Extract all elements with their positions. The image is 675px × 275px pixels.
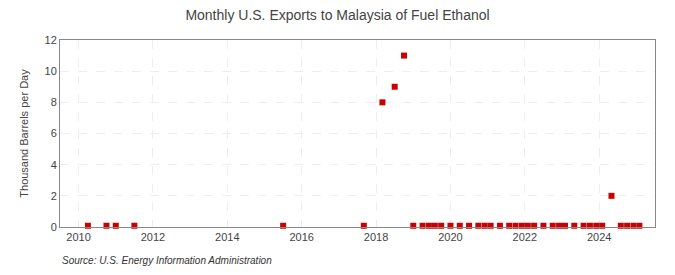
svg-text:Thousand Barrels per Day: Thousand Barrels per Day <box>18 69 30 198</box>
svg-text:2014: 2014 <box>215 231 239 243</box>
svg-text:8: 8 <box>51 96 57 108</box>
svg-text:4: 4 <box>51 159 57 171</box>
svg-text:2012: 2012 <box>141 231 165 243</box>
svg-text:10: 10 <box>45 65 57 77</box>
svg-text:Monthly U.S. Exports to Malays: Monthly U.S. Exports to Malaysia of Fuel… <box>185 7 489 23</box>
svg-text:2018: 2018 <box>364 231 388 243</box>
svg-text:2024: 2024 <box>587 231 611 243</box>
svg-text:2016: 2016 <box>289 231 313 243</box>
svg-text:2010: 2010 <box>66 231 90 243</box>
svg-text:2022: 2022 <box>513 231 537 243</box>
svg-text:6: 6 <box>51 127 57 139</box>
svg-text:2020: 2020 <box>438 231 462 243</box>
svg-text:12: 12 <box>45 34 57 46</box>
svg-text:2: 2 <box>51 190 57 202</box>
svg-text:0: 0 <box>51 221 57 233</box>
svg-text:Source: U.S. Energy Informatio: Source: U.S. Energy Information Administ… <box>62 255 272 266</box>
